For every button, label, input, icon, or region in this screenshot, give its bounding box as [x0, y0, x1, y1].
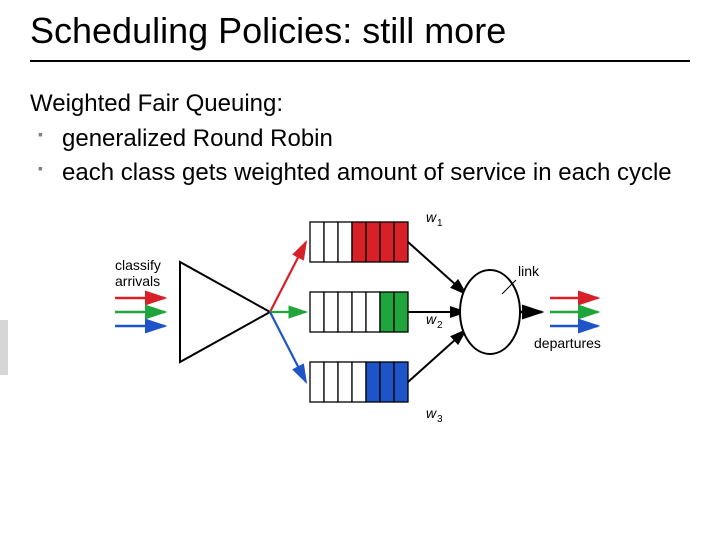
- wfq-diagram: classifyarrivalsw1w2w3linkdepartures: [110, 212, 610, 432]
- slide-title: Scheduling Policies: still more: [30, 10, 690, 52]
- svg-text:departures: departures: [534, 335, 601, 351]
- svg-text:3: 3: [437, 414, 443, 425]
- subtitle: Weighted Fair Queuing:: [30, 90, 690, 118]
- svg-text:arrivals: arrivals: [115, 273, 160, 289]
- bullet-item: each class gets weighted amount of servi…: [38, 158, 690, 188]
- svg-text:w: w: [426, 212, 437, 225]
- svg-text:link: link: [518, 263, 540, 279]
- left-sidebar-accent: [0, 320, 8, 375]
- bullet-list: generalized Round Robin each class gets …: [30, 124, 690, 188]
- svg-text:1: 1: [437, 218, 443, 229]
- svg-text:classify: classify: [115, 257, 161, 273]
- title-underline: [30, 60, 690, 62]
- diagram-svg: classifyarrivalsw1w2w3linkdepartures: [110, 212, 610, 432]
- slide-content: Scheduling Policies: still more Weighted…: [0, 0, 720, 432]
- svg-text:w: w: [426, 405, 437, 421]
- svg-text:w: w: [426, 311, 437, 327]
- svg-text:2: 2: [437, 320, 443, 331]
- bullet-item: generalized Round Robin: [38, 124, 690, 154]
